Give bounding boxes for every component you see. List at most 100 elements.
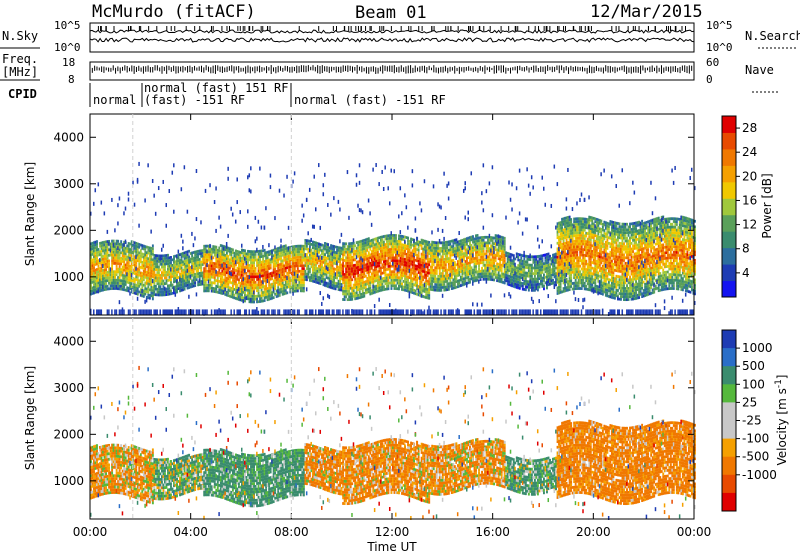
power-cell [378, 289, 381, 293]
cpid-segment-2: normal (fast) 151 RF [144, 81, 289, 95]
power-cell [275, 281, 278, 284]
nsky-strip: N.Sky 10^5 10^0 10^5 10^0 N.Search [0, 19, 800, 54]
power-cell [299, 247, 302, 251]
power-cell [453, 272, 456, 276]
power-cell [257, 294, 260, 298]
power-cell [352, 241, 355, 245]
power-cell [408, 248, 411, 252]
power-cell [198, 263, 201, 267]
power-cell [121, 265, 124, 269]
power-cell [405, 280, 408, 284]
power-cell [207, 269, 210, 273]
power-cell [385, 287, 388, 291]
power-cell [358, 268, 361, 272]
power-cell [446, 260, 449, 264]
power-cell [289, 254, 292, 258]
power-cell [100, 275, 103, 278]
power-noise [360, 256, 362, 261]
power-cell [305, 255, 308, 259]
power-cell [373, 279, 376, 283]
power-cell [352, 294, 355, 298]
power-cell [319, 268, 322, 272]
power-cell [348, 281, 351, 285]
power-noise [461, 258, 463, 263]
power-cell [381, 255, 384, 258]
power-noise [201, 280, 204, 285]
power-cell [244, 280, 246, 283]
power-cell [94, 254, 97, 258]
power-noise [182, 309, 184, 316]
power-cell [331, 280, 334, 284]
power-cell [281, 248, 284, 252]
power-cell [295, 289, 298, 293]
power-cell [376, 250, 379, 254]
power-cell [148, 288, 151, 292]
power-cell [102, 260, 104, 264]
power-noise [260, 225, 263, 230]
power-noise [408, 291, 411, 296]
power-cell [126, 266, 129, 270]
power-cell [392, 281, 394, 285]
power-cell [313, 277, 316, 281]
power-cell [308, 256, 311, 260]
power-noise [224, 309, 226, 316]
power-cell [274, 264, 277, 268]
power-cell [387, 262, 390, 266]
power-cell [464, 237, 467, 241]
power-cell [91, 258, 94, 262]
power-cell [100, 272, 103, 276]
power-cell [123, 249, 126, 253]
power-cell [102, 283, 104, 286]
power-cell [219, 283, 222, 287]
power-cell [262, 299, 265, 303]
power-cell [449, 245, 452, 249]
power-cell [355, 269, 358, 272]
power-cell [342, 275, 345, 279]
power-cell [268, 267, 271, 270]
power-cell [135, 247, 138, 251]
power-cell [182, 288, 185, 292]
power-cell [224, 281, 227, 285]
power-cell [112, 273, 115, 276]
power-cell [399, 270, 402, 274]
power-cell [262, 260, 265, 264]
power-cell [452, 272, 455, 276]
power-cell [117, 253, 120, 257]
power-cell [213, 290, 216, 293]
power-cell [343, 273, 346, 276]
power-cell [295, 247, 298, 251]
power-cell [441, 244, 444, 247]
power-cell [96, 268, 98, 271]
power-cell [296, 258, 299, 262]
power-noise [248, 188, 251, 193]
power-cell [336, 285, 339, 288]
power-cell [432, 246, 435, 250]
power-cell [177, 262, 180, 265]
power-cell [163, 273, 166, 277]
power-cell [150, 252, 153, 256]
power-cell [316, 261, 319, 265]
power-cell [135, 258, 138, 262]
power-cell [251, 283, 254, 287]
power-cell [298, 283, 301, 287]
power-cell [90, 284, 92, 288]
power-cell [136, 248, 139, 251]
power-cell [115, 278, 118, 282]
power-noise [292, 291, 294, 296]
power-cell [147, 268, 150, 272]
power-cell [136, 245, 139, 249]
power-cell [114, 253, 117, 257]
power-cell [441, 277, 444, 281]
power-cell [287, 263, 290, 266]
power-noise [253, 309, 255, 316]
power-cell [462, 263, 465, 267]
power-cell [366, 282, 369, 286]
power-cell [123, 254, 126, 258]
power-cell [393, 281, 396, 285]
power-noise [141, 289, 143, 294]
power-cell [352, 264, 355, 267]
power-cell [268, 289, 271, 293]
power-cell [372, 252, 375, 256]
power-cell [259, 300, 262, 303]
